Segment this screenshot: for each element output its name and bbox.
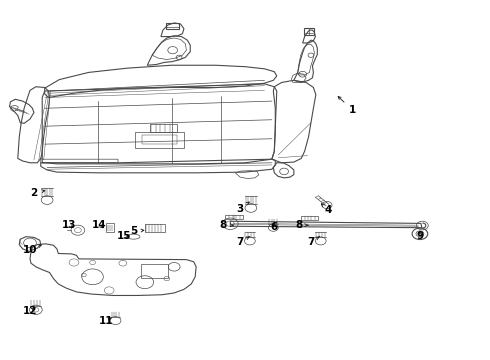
Bar: [106, 223, 114, 232]
Bar: [135, 132, 184, 148]
Text: 3: 3: [237, 202, 249, 214]
Text: 7: 7: [307, 236, 320, 247]
Text: 5: 5: [130, 226, 144, 236]
Text: 8: 8: [220, 220, 233, 230]
Bar: [145, 224, 165, 231]
Bar: [142, 264, 168, 278]
Text: 7: 7: [237, 237, 249, 247]
Bar: [166, 23, 178, 30]
Bar: [143, 135, 176, 144]
Text: 1: 1: [338, 96, 356, 115]
Text: 6: 6: [270, 222, 278, 231]
Text: 10: 10: [23, 245, 41, 255]
Text: 9: 9: [416, 231, 423, 241]
Text: 12: 12: [23, 306, 37, 316]
Text: 8: 8: [295, 220, 308, 230]
Text: 2: 2: [30, 188, 45, 198]
Bar: [304, 28, 315, 35]
Bar: [150, 124, 176, 132]
Text: 4: 4: [321, 204, 332, 216]
Text: 11: 11: [98, 316, 113, 325]
Text: 14: 14: [92, 220, 107, 230]
Text: 13: 13: [62, 220, 76, 230]
Text: 15: 15: [117, 231, 131, 241]
